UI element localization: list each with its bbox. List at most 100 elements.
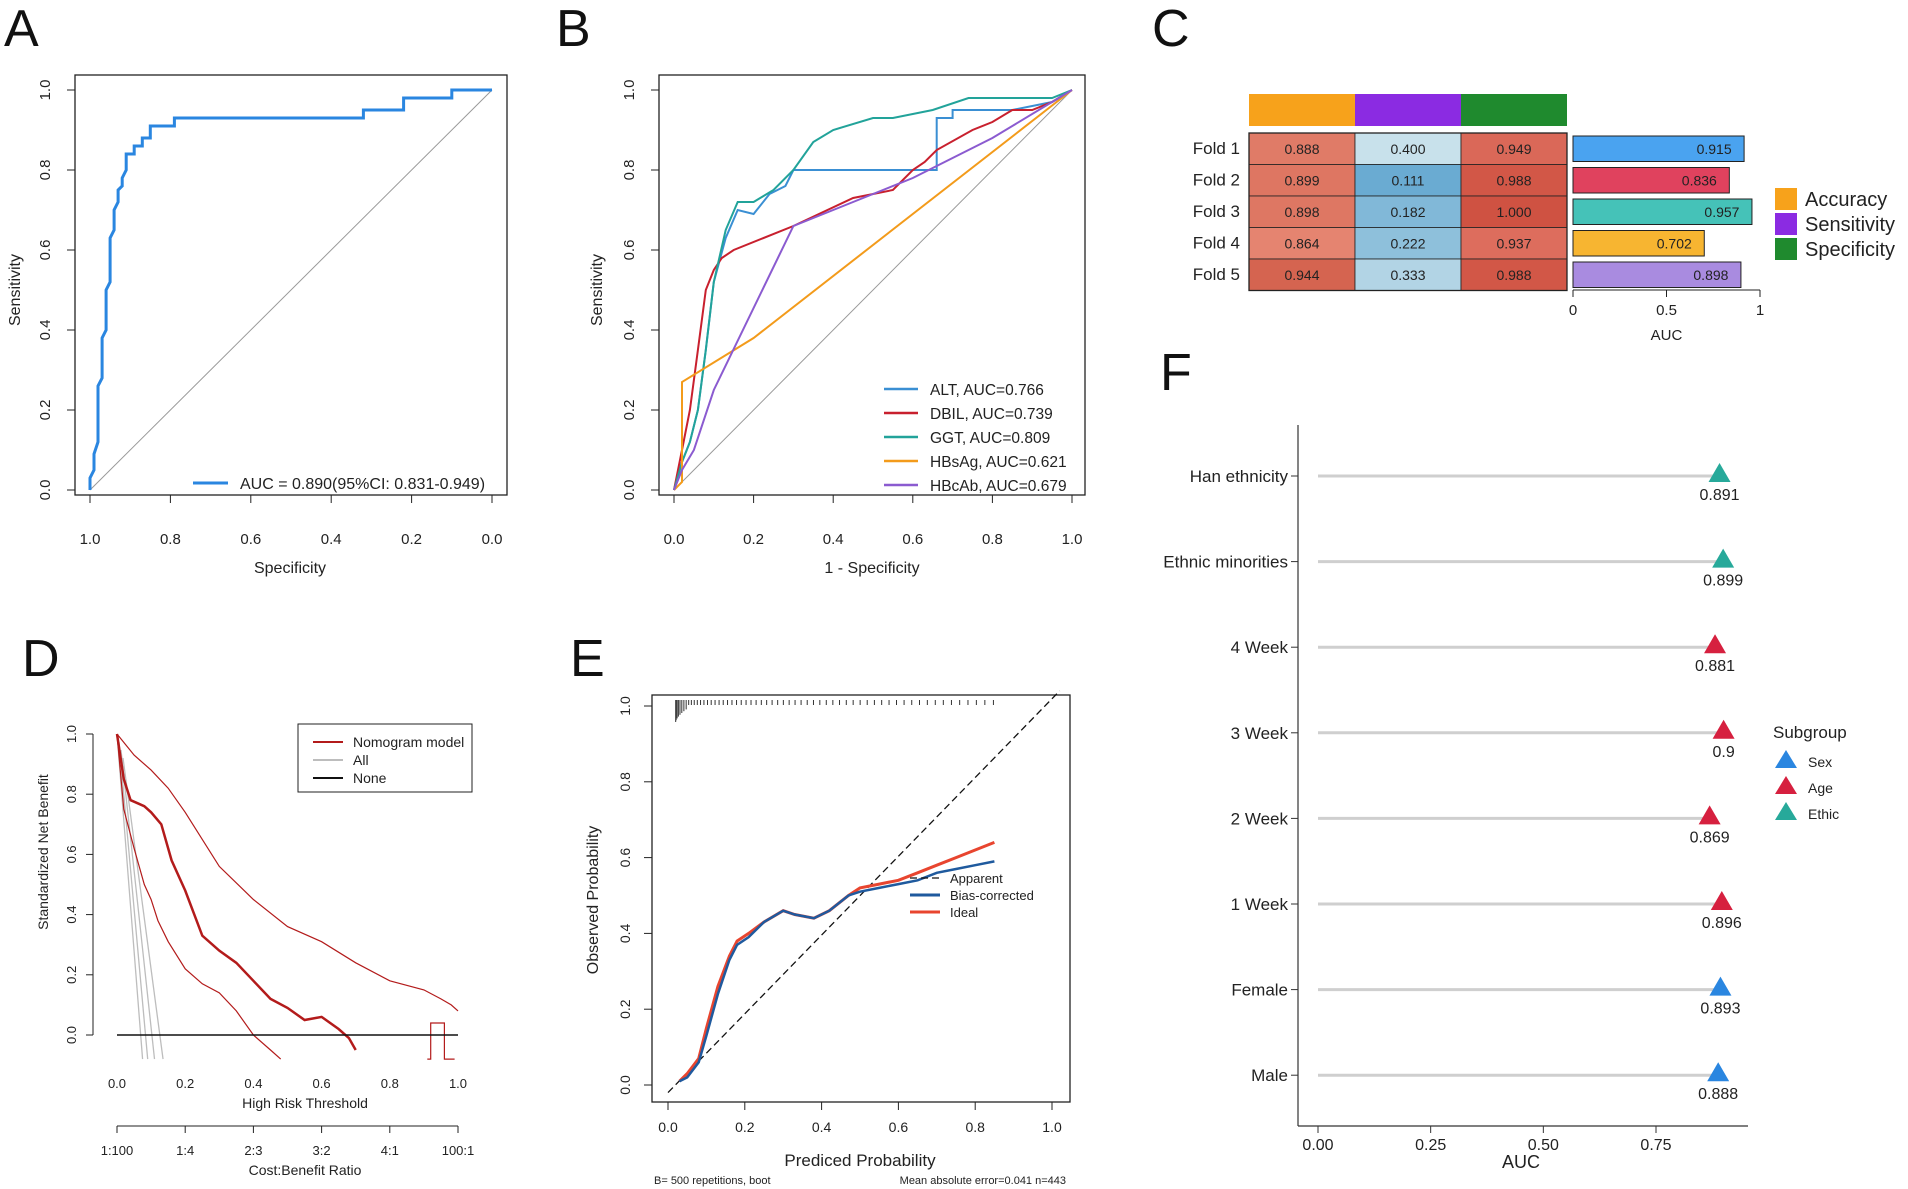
ytick-label-d: 0.4	[64, 906, 79, 924]
legend-label-d: All	[353, 752, 369, 768]
xtick-label-d: 0.2	[176, 1076, 194, 1091]
subgroup-label: Han ethnicity	[1190, 467, 1289, 486]
heatmap-cell	[1248, 195, 1356, 228]
cv-heatmap-panel-c: 0.888 0.400 0.949 0.899 0.111 0.988 0.898 0.182…	[1193, 94, 1895, 344]
fold-label: Fold 5	[1193, 265, 1240, 284]
heatmap-cell	[1248, 227, 1356, 260]
ytick-label-e: 0.2	[617, 999, 633, 1019]
column-color-sensitivity	[1355, 94, 1461, 126]
auc-xtick-label: 0.5	[1656, 302, 1677, 319]
heatmap-cell	[1460, 195, 1568, 228]
auc-marker	[1712, 719, 1735, 739]
auc-marker	[1710, 891, 1733, 910]
subgroup-label: Ethnic minorities	[1163, 553, 1288, 572]
all-curve	[120, 749, 156, 1060]
ytick-label-a: 0.2	[37, 400, 54, 421]
heatmap-cell-value: 0.944	[1284, 267, 1319, 283]
x-axis-label-a: Specificity	[254, 560, 326, 577]
x2tick-label-d: 2:3	[244, 1143, 262, 1158]
auc-bar	[1572, 230, 1705, 257]
y-axis-label-b: Sensitivity	[589, 254, 606, 326]
heatmap-cell-value: 0.949	[1496, 141, 1531, 157]
plot-frame-a	[74, 74, 508, 496]
heatmap-cell-value: 0.400	[1390, 141, 1425, 157]
auc-bar-label: 0.702	[1657, 236, 1692, 252]
roc-panel-a: 0.0 0.2 0.4 0.6 0.8 1.0 1.0 0.8 0.6 0.4 0.2 0.0 AUC…	[7, 74, 508, 577]
heatmap-cell-value: 0.864	[1284, 236, 1319, 252]
xtick-label-b: 0.4	[823, 531, 844, 548]
auc-value-label: 0.893	[1700, 1001, 1740, 1018]
auc-marker	[1698, 805, 1721, 825]
auc-bar-label: 0.915	[1697, 141, 1732, 157]
x2tick-label-d: 4:1	[381, 1143, 399, 1158]
roc-curve-hbsag	[673, 89, 1073, 491]
panel-letter-e: E	[570, 630, 605, 688]
heatmap-cell	[1460, 227, 1568, 260]
auc-marker	[1708, 463, 1731, 482]
legend-label-age: Age	[1808, 780, 1833, 796]
dca-curve	[427, 1022, 455, 1060]
ytick-label-a: 0.4	[37, 320, 54, 341]
auc-bar	[1572, 135, 1745, 162]
legend-box-d	[297, 723, 473, 793]
xtick-label-b: 0.8	[982, 531, 1003, 548]
xtick-label-f: 0.00	[1302, 1137, 1333, 1154]
ytick-label-b: 0.0	[621, 480, 638, 501]
calibration-panel-e: 0.0 0.2 0.4 0.6 0.8 1.0 0.0 0.2 0.4 0.6 0.8 1.0 App…	[585, 690, 1071, 1187]
heatmap-cell	[1248, 132, 1356, 165]
dca-curve	[116, 733, 282, 1060]
xtick-label-a: 0.6	[240, 531, 261, 548]
legend-label-e: Bias-corrected	[950, 888, 1034, 903]
footer-right-e: Mean absolute error=0.041 n=443	[900, 1175, 1066, 1187]
panel-letter-c: C	[1152, 0, 1190, 58]
xtick-label-a: 0.8	[160, 531, 181, 548]
apparent-curve	[678, 860, 995, 1083]
ytick-label-b: 0.6	[621, 240, 638, 261]
xtick-label-f: 0.75	[1640, 1137, 1671, 1154]
legend-label-specificity: Specificity	[1805, 239, 1895, 261]
y-axis-label-e: Observed Probability	[585, 826, 602, 975]
auc-value-label: 0.899	[1703, 573, 1743, 590]
legend-label-a: AUC = 0.890(95%CI: 0.831-0.949)	[240, 476, 485, 493]
subgroup-label: 2 Week	[1231, 809, 1289, 828]
heatmap-cell-value: 0.182	[1390, 204, 1425, 220]
x-axis-label-e: Prediced Probability	[784, 1151, 936, 1170]
xtick-label-e: 0.2	[735, 1119, 755, 1135]
heatmap-cell	[1354, 258, 1462, 291]
x2tick-label-d: 100:1	[442, 1143, 475, 1158]
ytick-label-d: 0.0	[64, 1026, 79, 1044]
ytick-label-d: 0.6	[64, 845, 79, 863]
legend-label-hbsag: HBsAg, AUC=0.621	[930, 454, 1067, 471]
ytick-label-b: 0.2	[621, 400, 638, 421]
roc-panel-b: 0.0 0.2 0.4 0.6 0.8 1.0 0.0 0.2 0.4 0.6 0.8 1.0 ALT…	[589, 74, 1086, 577]
xtick-label-a: 0.2	[401, 531, 422, 548]
ytick-label-a: 0.8	[37, 160, 54, 181]
legend-label-d: Nomogram model	[353, 734, 464, 750]
xtick-label-e: 1.0	[1042, 1119, 1062, 1135]
xtick-label-d: 0.4	[244, 1076, 262, 1091]
panel-letter-f: F	[1160, 344, 1192, 402]
ytick-label-d: 0.8	[64, 785, 79, 803]
x2tick-label-d: 3:2	[313, 1143, 331, 1158]
xtick-label-a: 0.0	[482, 531, 503, 548]
column-color-specificity	[1461, 94, 1567, 126]
xtick-label-d: 1.0	[449, 1076, 467, 1091]
panel-letter-a: A	[4, 0, 39, 58]
legend-swatch-accuracy	[1775, 188, 1797, 210]
xtick-label-a: 1.0	[80, 531, 101, 548]
ytick-label-e: 0.8	[617, 772, 633, 792]
legend-label-e: Ideal	[950, 905, 978, 920]
decision-curve-panel-d: 0.0 0.2 0.4 0.6 0.8 1.0 0.0 0.2 0.4 0.6 0.8 1.0 1:10…	[35, 723, 475, 1178]
dca-curve	[115, 733, 357, 1051]
subgroup-label: 3 Week	[1231, 724, 1289, 743]
ytick-label-a: 0.0	[37, 480, 54, 501]
ideal-curve	[678, 841, 995, 1083]
x2tick-label-d: 1:4	[176, 1143, 194, 1158]
legend-label-d: None	[353, 770, 387, 786]
all-curve	[118, 741, 149, 1060]
legend-label-accuracy: Accuracy	[1805, 189, 1887, 211]
ytick-label-a: 0.6	[37, 240, 54, 261]
legend-swatch-sensitivity	[1775, 213, 1797, 235]
legend-marker-sex	[1775, 750, 1797, 768]
column-color-accuracy	[1249, 94, 1355, 126]
